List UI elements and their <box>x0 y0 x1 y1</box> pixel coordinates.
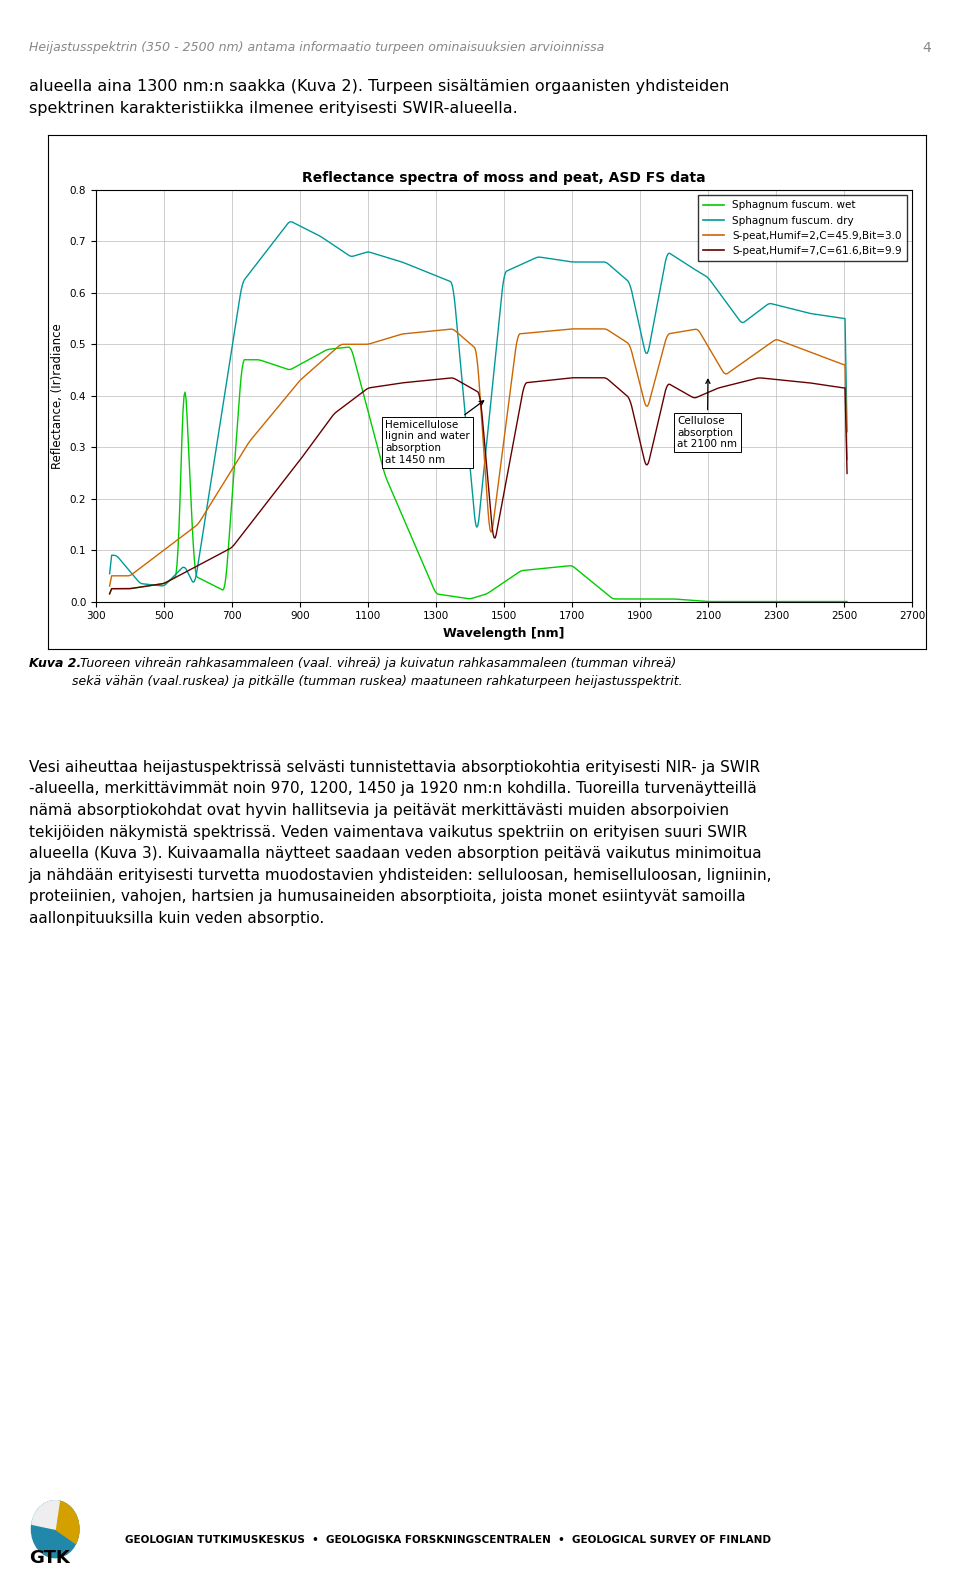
Title: Reflectance spectra of moss and peat, ASD FS data: Reflectance spectra of moss and peat, AS… <box>302 171 706 185</box>
Text: alueella aina 1300 nm:n saakka (Kuva 2). Turpeen sisältämien orgaanisten yhdiste: alueella aina 1300 nm:n saakka (Kuva 2).… <box>29 79 730 116</box>
Sphagnum fuscum. wet <box>343 337 354 356</box>
Wedge shape <box>55 1501 79 1543</box>
S-peat,Humif=7,C=61.6,Bit=9.9 <box>841 464 852 483</box>
S-peat,Humif=2,C=45.9,Bit=3.0 <box>408 323 420 342</box>
Text: 4: 4 <box>923 41 931 55</box>
Text: Kuva 2.: Kuva 2. <box>29 657 81 670</box>
Sphagnum fuscum. wet <box>221 557 232 576</box>
S-peat,Humif=2,C=45.9,Bit=3.0 <box>104 576 115 595</box>
Y-axis label: Reflectance, (Ir)radiance: Reflectance, (Ir)radiance <box>51 323 64 469</box>
S-peat,Humif=2,C=45.9,Bit=3.0 <box>399 325 411 344</box>
S-peat,Humif=7,C=61.6,Bit=9.9 <box>316 421 327 440</box>
S-peat,Humif=2,C=45.9,Bit=3.0 <box>841 450 852 469</box>
Text: Hemicellulose
lignin and water
absorption
at 1450 nm: Hemicellulose lignin and water absorptio… <box>385 400 484 465</box>
Line: S-peat,Humif=7,C=61.6,Bit=9.9: S-peat,Humif=7,C=61.6,Bit=9.9 <box>109 378 847 594</box>
Sphagnum fuscum. dry <box>401 255 413 274</box>
Sphagnum fuscum. wet <box>841 592 852 611</box>
Wedge shape <box>32 1501 60 1529</box>
Text: Vesi aiheuttaa heijastuspektrissä selvästi tunnistettavia absorptiokohtia erityi: Vesi aiheuttaa heijastuspektrissä selväs… <box>29 760 772 926</box>
S-peat,Humif=7,C=61.6,Bit=9.9 <box>104 584 115 603</box>
Sphagnum fuscum. dry <box>222 364 233 383</box>
Circle shape <box>32 1501 79 1558</box>
S-peat,Humif=2,C=45.9,Bit=3.0 <box>569 320 581 339</box>
Sphagnum fuscum. dry <box>410 258 421 277</box>
Text: Cellulose
absorption
at 2100 nm: Cellulose absorption at 2100 nm <box>678 380 737 450</box>
Sphagnum fuscum. wet <box>316 344 327 363</box>
Text: GTK: GTK <box>29 1550 69 1567</box>
Line: Sphagnum fuscum. wet: Sphagnum fuscum. wet <box>109 347 847 602</box>
S-peat,Humif=7,C=61.6,Bit=9.9 <box>807 374 819 393</box>
Sphagnum fuscum. dry <box>104 564 115 583</box>
Sphagnum fuscum. dry <box>318 230 329 249</box>
S-peat,Humif=2,C=45.9,Bit=3.0 <box>221 469 232 488</box>
Sphagnum fuscum. dry <box>156 576 167 595</box>
Text: Tuoreen vihreän rahkasammaleen (vaal. vihreä) ja kuivatun rahkasammaleen (tumman: Tuoreen vihreän rahkasammaleen (vaal. vi… <box>72 657 683 689</box>
S-peat,Humif=7,C=61.6,Bit=9.9 <box>408 372 420 391</box>
Sphagnum fuscum. dry <box>841 423 852 442</box>
S-peat,Humif=2,C=45.9,Bit=3.0 <box>316 351 327 370</box>
Sphagnum fuscum. dry <box>285 212 297 231</box>
Sphagnum fuscum. wet <box>400 516 412 535</box>
Sphagnum fuscum. dry <box>150 576 161 595</box>
S-peat,Humif=7,C=61.6,Bit=9.9 <box>150 575 161 594</box>
Sphagnum fuscum. dry <box>808 304 820 323</box>
S-peat,Humif=2,C=45.9,Bit=3.0 <box>807 344 819 363</box>
Sphagnum fuscum. wet <box>808 592 820 611</box>
Sphagnum fuscum. wet <box>705 592 716 611</box>
Sphagnum fuscum. wet <box>150 575 161 594</box>
Line: Sphagnum fuscum. dry: Sphagnum fuscum. dry <box>109 222 847 586</box>
Sphagnum fuscum. wet <box>104 584 115 603</box>
Text: Heijastusspektrin (350 - 2500 nm) antama informaatio turpeen ominaisuuksien arvi: Heijastusspektrin (350 - 2500 nm) antama… <box>29 41 604 54</box>
S-peat,Humif=7,C=61.6,Bit=9.9 <box>399 374 411 393</box>
Line: S-peat,Humif=2,C=45.9,Bit=3.0: S-peat,Humif=2,C=45.9,Bit=3.0 <box>109 329 847 586</box>
S-peat,Humif=7,C=61.6,Bit=9.9 <box>569 369 581 388</box>
S-peat,Humif=2,C=45.9,Bit=3.0 <box>150 548 161 567</box>
Legend: Sphagnum fuscum. wet, Sphagnum fuscum. dry, S-peat,Humif=2,C=45.9,Bit=3.0, S-pea: Sphagnum fuscum. wet, Sphagnum fuscum. d… <box>698 195 907 261</box>
S-peat,Humif=7,C=61.6,Bit=9.9 <box>221 541 232 560</box>
X-axis label: Wavelength [nm]: Wavelength [nm] <box>444 627 564 640</box>
Text: GEOLOGIAN TUTKIMUSKESKUS  •  GEOLOGISKA FORSKNINGSCENTRALEN  •  GEOLOGICAL SURVE: GEOLOGIAN TUTKIMUSKESKUS • GEOLOGISKA FO… <box>125 1536 771 1545</box>
Sphagnum fuscum. wet <box>409 535 420 554</box>
